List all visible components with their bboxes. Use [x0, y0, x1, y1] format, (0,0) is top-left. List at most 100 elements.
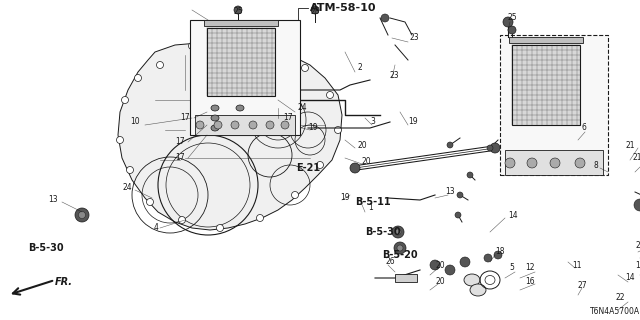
- Ellipse shape: [211, 125, 219, 131]
- Circle shape: [116, 137, 124, 143]
- Circle shape: [503, 17, 513, 27]
- Bar: [395, 274, 417, 282]
- Circle shape: [257, 214, 264, 221]
- Circle shape: [127, 166, 134, 173]
- Text: 13: 13: [49, 196, 58, 204]
- Circle shape: [455, 212, 461, 218]
- Ellipse shape: [485, 276, 495, 284]
- Circle shape: [227, 39, 234, 46]
- Text: 21: 21: [636, 241, 640, 250]
- Circle shape: [291, 191, 298, 198]
- Circle shape: [494, 251, 502, 259]
- Circle shape: [196, 121, 204, 129]
- Ellipse shape: [464, 274, 480, 286]
- Circle shape: [394, 242, 406, 254]
- Circle shape: [134, 75, 141, 82]
- Text: 26: 26: [385, 258, 395, 267]
- Text: 3: 3: [370, 117, 375, 126]
- Circle shape: [189, 43, 195, 50]
- Circle shape: [550, 158, 560, 168]
- Ellipse shape: [236, 105, 244, 111]
- Bar: [190, 20, 300, 135]
- Circle shape: [157, 61, 163, 68]
- Ellipse shape: [211, 115, 219, 121]
- Text: 13: 13: [445, 188, 454, 196]
- Circle shape: [457, 192, 463, 198]
- Text: 25: 25: [310, 7, 320, 17]
- Text: 18: 18: [495, 247, 504, 257]
- Circle shape: [79, 212, 86, 219]
- Circle shape: [392, 226, 404, 238]
- Text: 21: 21: [625, 140, 635, 149]
- Circle shape: [335, 126, 342, 133]
- Circle shape: [575, 158, 585, 168]
- Text: 19: 19: [408, 117, 418, 126]
- Text: 15: 15: [636, 260, 640, 269]
- Circle shape: [281, 121, 289, 129]
- Circle shape: [484, 254, 492, 262]
- Text: 22: 22: [616, 293, 625, 302]
- Text: 16: 16: [525, 277, 535, 286]
- Text: 24: 24: [298, 103, 308, 113]
- Text: 20: 20: [435, 260, 445, 269]
- Text: 24: 24: [122, 183, 132, 193]
- Text: 19: 19: [308, 124, 317, 132]
- Circle shape: [490, 143, 500, 153]
- Circle shape: [505, 158, 515, 168]
- Circle shape: [234, 6, 242, 14]
- Text: 17: 17: [175, 138, 185, 147]
- Circle shape: [430, 260, 440, 270]
- Circle shape: [249, 121, 257, 129]
- Text: 17: 17: [180, 114, 190, 123]
- Circle shape: [147, 198, 154, 205]
- Text: 20: 20: [358, 140, 367, 149]
- Text: ATM-58-10: ATM-58-10: [310, 3, 376, 13]
- Circle shape: [317, 162, 323, 169]
- Circle shape: [214, 121, 222, 129]
- Text: 10: 10: [131, 117, 140, 126]
- Circle shape: [231, 121, 239, 129]
- Circle shape: [445, 265, 455, 275]
- Bar: [512, 45, 580, 125]
- Circle shape: [447, 142, 453, 148]
- Circle shape: [634, 199, 640, 211]
- Text: 2: 2: [358, 63, 363, 73]
- Text: 4: 4: [153, 223, 158, 233]
- Circle shape: [381, 14, 389, 22]
- Bar: [509, 37, 583, 43]
- Text: 8: 8: [593, 161, 598, 170]
- Circle shape: [508, 26, 516, 34]
- Text: 23: 23: [390, 70, 399, 79]
- Circle shape: [122, 97, 129, 103]
- Text: 17: 17: [283, 114, 292, 123]
- Text: 20: 20: [362, 157, 372, 166]
- Circle shape: [467, 172, 473, 178]
- Circle shape: [179, 217, 186, 223]
- Bar: [195, 115, 295, 135]
- Circle shape: [216, 225, 223, 231]
- Text: 17: 17: [175, 154, 185, 163]
- Bar: [207, 28, 275, 96]
- Text: 6: 6: [582, 124, 587, 132]
- Polygon shape: [118, 42, 342, 230]
- Circle shape: [301, 65, 308, 71]
- Text: 20: 20: [435, 277, 445, 286]
- Bar: [204, 20, 278, 26]
- Text: 11: 11: [572, 260, 582, 269]
- Text: E-21: E-21: [296, 163, 320, 173]
- Text: B-5-30: B-5-30: [28, 243, 63, 253]
- Circle shape: [326, 92, 333, 99]
- Text: 14: 14: [625, 274, 635, 283]
- Circle shape: [311, 6, 319, 14]
- Bar: [505, 150, 603, 175]
- Text: 25: 25: [233, 7, 243, 17]
- Circle shape: [460, 257, 470, 267]
- Circle shape: [350, 163, 360, 173]
- Text: B-5-30: B-5-30: [365, 227, 401, 237]
- Text: 27: 27: [578, 281, 588, 290]
- Text: FR.: FR.: [55, 277, 73, 287]
- Text: 25: 25: [508, 13, 518, 22]
- Text: 1: 1: [368, 204, 372, 212]
- Text: T6N4A5700A: T6N4A5700A: [590, 308, 640, 316]
- Circle shape: [397, 245, 403, 251]
